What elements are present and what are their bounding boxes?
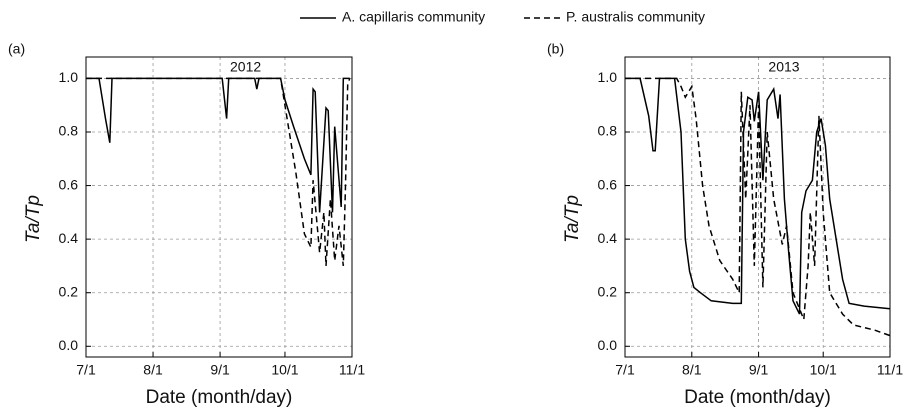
- x-tick-label: 10/1: [271, 362, 298, 378]
- x-tick-label: 9/1: [210, 362, 230, 378]
- data-line: [625, 77, 891, 337]
- plot-frame: [624, 56, 891, 358]
- legend-label: A. capillaris community: [342, 9, 485, 25]
- y-axis-title: Ta/Tp: [562, 195, 583, 243]
- y-tick-label: 0.8: [598, 123, 618, 139]
- x-tick-label: 9/1: [749, 362, 769, 378]
- y-tick-label: 0.8: [59, 123, 79, 139]
- y-tick-label: 0.4: [598, 230, 618, 246]
- x-tick-label: 11/1: [877, 362, 903, 378]
- x-tick-label: 8/1: [143, 362, 163, 378]
- y-tick-label: 0.2: [59, 283, 79, 299]
- annotation: 2012: [230, 59, 261, 75]
- y-tick-label: 0.6: [59, 176, 79, 192]
- data-line: [86, 77, 351, 266]
- y-tick-label: 0.0: [59, 337, 79, 353]
- x-tick-label: 11/1: [339, 362, 365, 378]
- panel-label: (b): [547, 41, 564, 57]
- data-line: [86, 77, 350, 213]
- y-tick-label: 0.6: [598, 176, 618, 192]
- panel-label: (a): [8, 41, 25, 57]
- data-line: [625, 77, 891, 315]
- x-tick-label: 7/1: [615, 362, 635, 378]
- y-tick-label: 1.0: [59, 69, 79, 85]
- x-tick-label: 8/1: [682, 362, 702, 378]
- x-axis-title: Date (month/day): [146, 387, 293, 408]
- plot-frame: [85, 56, 353, 358]
- y-tick-label: 0.2: [598, 283, 618, 299]
- y-axis-title: Ta/Tp: [23, 195, 44, 243]
- x-tick-label: 7/1: [76, 362, 96, 378]
- y-tick-label: 1.0: [598, 69, 618, 85]
- legend-label: P. australis community: [566, 9, 705, 25]
- y-tick-label: 0.4: [59, 230, 79, 246]
- y-tick-label: 0.0: [598, 337, 618, 353]
- x-tick-label: 10/1: [810, 362, 837, 378]
- annotation: 2013: [768, 59, 799, 75]
- x-axis-title: Date (month/day): [684, 387, 831, 408]
